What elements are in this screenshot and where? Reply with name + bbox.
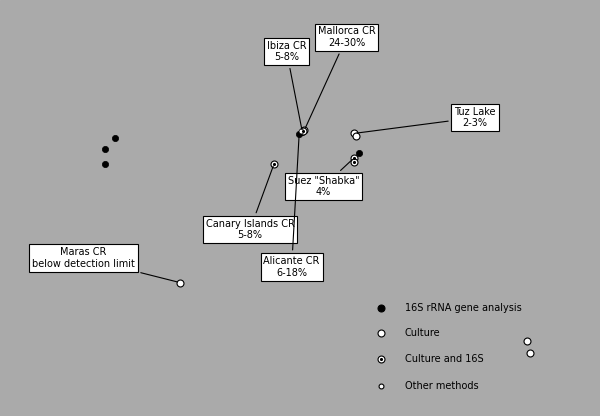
Text: Other methods: Other methods bbox=[404, 381, 478, 391]
Text: Mallorca CR
24-30%: Mallorca CR 24-30% bbox=[305, 27, 376, 127]
Text: Maras CR
below detection limit: Maras CR below detection limit bbox=[32, 248, 178, 282]
Text: Culture: Culture bbox=[404, 328, 440, 338]
Text: Suez "Shabka"
4%: Suez "Shabka" 4% bbox=[287, 160, 359, 197]
Text: Tuz Lake
2-3%: Tuz Lake 2-3% bbox=[357, 107, 496, 133]
Text: Culture and 16S: Culture and 16S bbox=[404, 354, 483, 364]
Text: Alicante CR
6-18%: Alicante CR 6-18% bbox=[263, 137, 320, 277]
Text: Ibiza CR
5-8%: Ibiza CR 5-8% bbox=[267, 41, 307, 129]
Text: 16S rRNA gene analysis: 16S rRNA gene analysis bbox=[404, 303, 521, 313]
Text: Canary Islands CR
5-8%: Canary Islands CR 5-8% bbox=[206, 166, 295, 240]
